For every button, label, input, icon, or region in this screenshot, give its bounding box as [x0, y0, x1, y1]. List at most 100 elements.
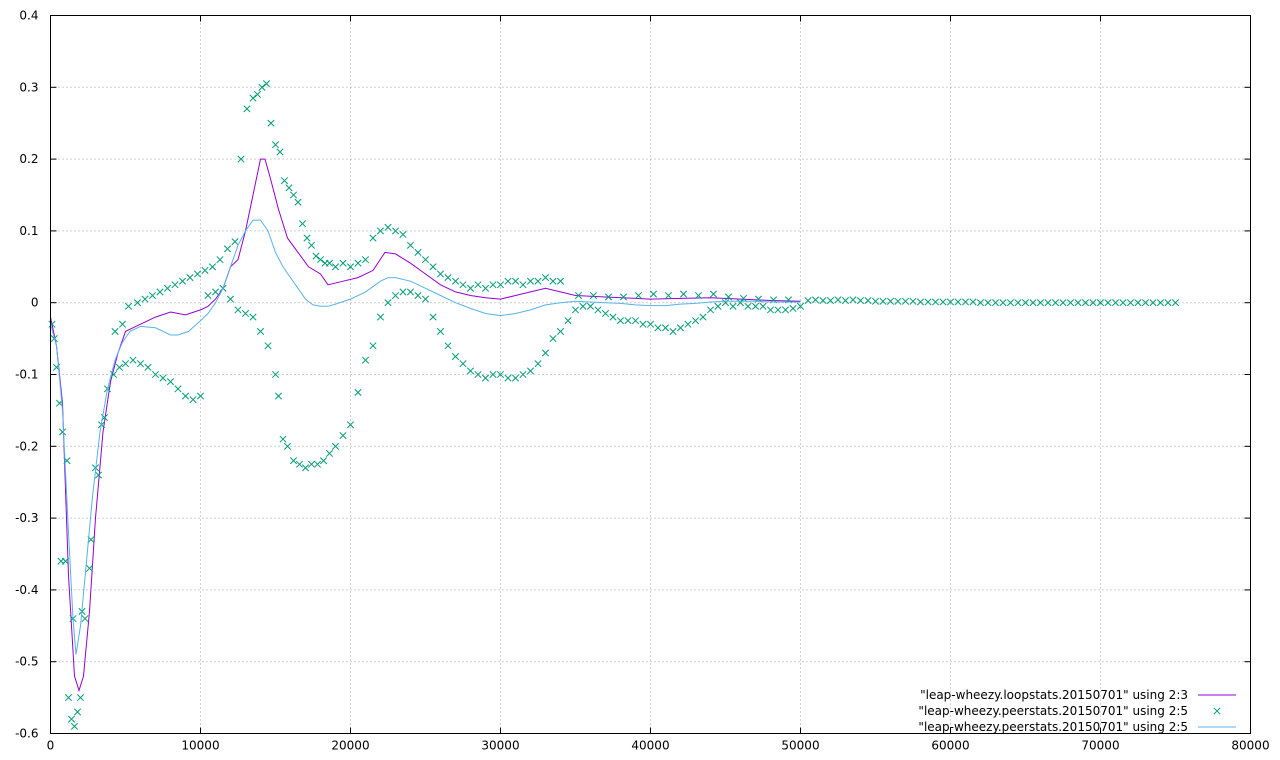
data-point: [706, 306, 715, 314]
data-point: [1171, 299, 1180, 307]
legend-entry-label: "leap-wheezy.loopstats.20150701" using 2…: [920, 688, 1188, 702]
data-point: [111, 327, 119, 335]
data-point: [534, 360, 542, 368]
data-point: [549, 335, 557, 343]
data-point: [1104, 299, 1112, 307]
data-point: [481, 374, 490, 382]
x-tick-label: 70000: [1081, 739, 1119, 753]
data-point: [694, 291, 703, 300]
data-point: [474, 370, 482, 379]
series-0: [50, 158, 801, 693]
data-point: [526, 367, 535, 375]
grid-layer: [50, 15, 1251, 734]
data-point: [163, 284, 172, 292]
data-point: [316, 256, 325, 264]
data-point: [589, 291, 598, 300]
data-point: [301, 464, 310, 472]
data-point: [166, 378, 175, 386]
data-point: [391, 291, 400, 300]
data-point: [289, 191, 298, 199]
data-point: [739, 294, 748, 302]
data-point: [1059, 299, 1067, 307]
data-point: [267, 119, 275, 127]
data-point: [684, 320, 692, 328]
y-tick-label: 0.3: [19, 80, 38, 94]
data-point: [1029, 299, 1037, 307]
data-point: [148, 291, 157, 300]
data-point: [676, 324, 685, 332]
data-point: [931, 298, 940, 306]
data-point: [984, 299, 992, 307]
data-point: [384, 299, 392, 307]
data-point: [841, 296, 850, 305]
data-point: [1134, 299, 1142, 307]
data-point: [1066, 299, 1075, 307]
data-point: [208, 263, 217, 271]
data-point: [234, 306, 242, 314]
data-point: [280, 177, 289, 185]
data-point: [474, 281, 482, 289]
data-point: [85, 564, 94, 572]
data-point: [444, 274, 452, 282]
data-point: [204, 291, 212, 300]
data-point: [571, 306, 580, 314]
data-point: [574, 291, 583, 300]
data-point: [519, 281, 527, 289]
data-point: [976, 299, 985, 307]
data-point: [253, 90, 262, 99]
data-point: [909, 297, 917, 305]
data-point: [429, 313, 437, 321]
data-point: [961, 298, 970, 306]
data-point: [789, 304, 797, 312]
data-point: [661, 324, 670, 332]
data-point: [774, 306, 782, 314]
data-point: [604, 293, 613, 301]
data-point: [489, 281, 497, 289]
data-point: [639, 320, 647, 328]
data-point: [1126, 299, 1135, 307]
data-point: [991, 299, 1000, 307]
data-point: [634, 291, 643, 300]
data-point: [369, 342, 377, 350]
data-point: [901, 297, 910, 305]
data-point: [414, 248, 422, 256]
data-point: [601, 309, 610, 318]
data-point: [354, 259, 362, 267]
data-point: [496, 370, 505, 379]
data-point: [1081, 299, 1090, 307]
data-point: [556, 277, 565, 285]
data-point: [331, 263, 340, 271]
data-point: [211, 288, 220, 296]
data-point: [466, 367, 475, 375]
data-point: [421, 256, 430, 264]
x-tick-label: 30000: [481, 739, 519, 753]
data-point: [619, 293, 628, 301]
data-point: [391, 227, 400, 235]
data-point: [1096, 299, 1105, 307]
data-point: [459, 281, 467, 289]
data-point: [504, 374, 512, 382]
data-point: [999, 299, 1007, 307]
legend-entry-label: "leap-wheezy.peerstats.20150701" using 2…: [918, 704, 1188, 718]
data-point: [721, 299, 730, 307]
data-point: [231, 238, 239, 246]
data-point: [616, 317, 625, 325]
data-point: [1156, 299, 1165, 307]
data-point: [189, 396, 197, 404]
data-point: [489, 370, 497, 379]
data-point: [954, 298, 962, 306]
data-point: [129, 356, 137, 364]
data-point: [133, 299, 142, 307]
data-point: [121, 360, 130, 368]
data-point: [1014, 299, 1022, 307]
data-point: [361, 256, 370, 264]
x-tick-label: 0: [47, 739, 55, 753]
data-point: [307, 241, 316, 249]
data-point: [541, 274, 550, 282]
data-point: [481, 284, 490, 292]
data-point: [181, 392, 190, 400]
data-point: [714, 302, 722, 310]
data-point: [226, 295, 235, 303]
y-tick-label: -0.4: [15, 583, 38, 597]
